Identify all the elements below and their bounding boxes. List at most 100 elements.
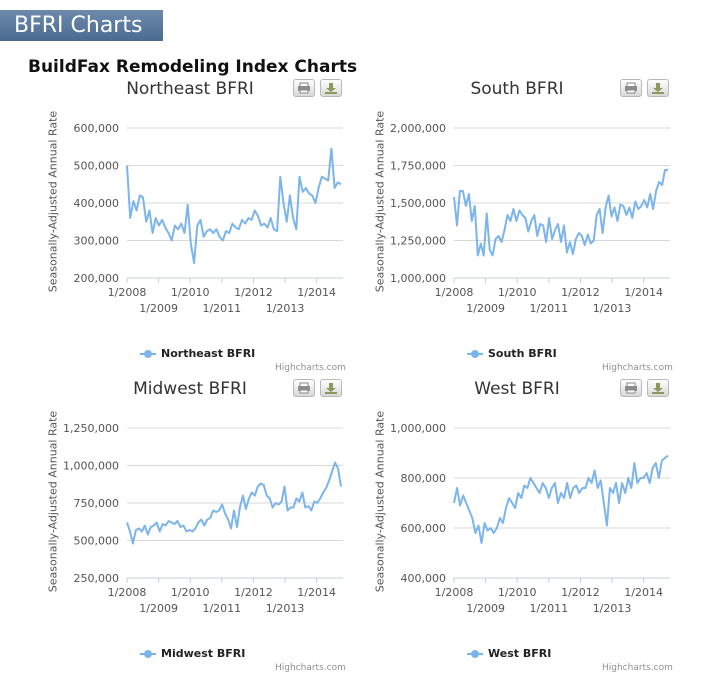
x-tick-label: 1/2012	[561, 586, 600, 599]
x-tick-label: 1/2008	[435, 286, 474, 299]
northeast-bfri-chart: Northeast BFRI 200,000 300,000 400,000 500,0…	[0, 75, 346, 373]
x-tick-label: 1/2014	[297, 286, 336, 299]
y-axis-label: Seasonally-Adjusted Annual Rate	[373, 110, 387, 293]
x-tick-label: 1/2014	[624, 286, 663, 299]
download-icon	[652, 83, 664, 94]
y-tick-label: 400,000	[74, 197, 120, 210]
page-subtitle: BuildFax Remodeling Index Charts	[28, 57, 358, 77]
x-tick-label: 1/2012	[234, 286, 273, 299]
x-tick-label: 1/2008	[435, 586, 474, 599]
print-chart-button[interactable]	[293, 379, 315, 397]
x-tick-label: 1/2011	[202, 602, 241, 615]
x-tick-label: 1/2010	[171, 286, 210, 299]
x-tick-label: 1/2010	[498, 586, 537, 599]
export-chart-button[interactable]	[320, 379, 342, 397]
y-axis-label: Seasonally-Adjusted Annual Rate	[46, 110, 60, 293]
download-icon	[652, 383, 664, 394]
page-banner: BFRI Charts	[0, 10, 163, 41]
y-tick-label: 250,000	[74, 572, 120, 585]
export-chart-button[interactable]	[647, 79, 669, 97]
x-tick-label: 1/2009	[466, 602, 505, 615]
y-tick-label: 1,750,000	[390, 160, 446, 173]
legend-item[interactable]: Midwest BFRI	[140, 647, 245, 660]
x-tick-label: 1/2013	[266, 302, 305, 315]
export-chart-button[interactable]	[647, 379, 669, 397]
highcharts-credit-link[interactable]: Highcharts.com	[602, 663, 673, 673]
x-tick-label: 1/2013	[593, 602, 632, 615]
y-tick-label: 400,000	[401, 572, 447, 585]
legend-swatch	[140, 649, 156, 659]
legend-label: Northeast BFRI	[161, 347, 256, 360]
print-chart-button[interactable]	[620, 79, 642, 97]
legend-item[interactable]: West BFRI	[467, 647, 551, 660]
midwest-bfri-chart: Midwest BFRI 250,000 500,000 750,000 1,000,0…	[0, 375, 346, 673]
print-icon	[298, 82, 310, 94]
x-tick-label: 1/2011	[202, 302, 241, 315]
chart-title: Midwest BFRI	[133, 379, 247, 399]
y-tick-label: 1,250,000	[63, 422, 119, 435]
highcharts-credit-link[interactable]: Highcharts.com	[275, 363, 346, 373]
print-chart-button[interactable]	[620, 379, 642, 397]
plot-svg: 400,000 600,000 800,000 1,000,000 1/2008 1/20…	[390, 422, 670, 615]
x-tick-label: 1/2012	[561, 286, 600, 299]
legend-swatch	[467, 349, 483, 359]
plot-svg: 200,000 300,000 400,000 500,000 600,000 1/200…	[74, 122, 343, 315]
y-tick-label: 300,000	[74, 235, 120, 248]
x-tick-label: 1/2009	[466, 302, 505, 315]
x-tick-label: 1/2013	[593, 302, 632, 315]
x-tick-label: 1/2010	[171, 586, 210, 599]
plot-svg: 1,000,000 1,250,000 1,500,000 1,750,000 2,00…	[390, 122, 670, 315]
y-tick-label: 1,500,000	[390, 197, 446, 210]
x-tick-label: 1/2012	[234, 586, 273, 599]
legend-item[interactable]: Northeast BFRI	[140, 347, 255, 360]
y-tick-label: 1,000,000	[390, 422, 446, 435]
legend-label: West BFRI	[488, 647, 552, 660]
print-chart-button[interactable]	[293, 79, 315, 97]
y-axis-label: Seasonally-Adjusted Annual Rate	[46, 410, 60, 593]
y-tick-label: 500,000	[74, 160, 120, 173]
y-tick-label: 1,000,000	[63, 460, 119, 473]
export-chart-button[interactable]	[320, 79, 342, 97]
x-tick-label: 1/2010	[498, 286, 537, 299]
south-bfri-chart: South BFRI 1,000,000 1,250,000 1,500,000 1,7…	[327, 75, 673, 373]
y-tick-label: 500,000	[74, 535, 120, 548]
legend-label: South BFRI	[488, 347, 557, 360]
x-tick-label: 1/2009	[139, 602, 178, 615]
print-icon	[625, 382, 637, 394]
y-tick-label: 200,000	[74, 272, 120, 285]
legend-item[interactable]: South BFRI	[467, 347, 557, 360]
y-tick-label: 1,250,000	[390, 235, 446, 248]
print-icon	[298, 382, 310, 394]
chart-title: South BFRI	[470, 79, 564, 99]
series-line-south-bfri[interactable]	[453, 169, 668, 257]
x-tick-label: 1/2013	[266, 602, 305, 615]
highcharts-credit-link[interactable]: Highcharts.com	[602, 363, 673, 373]
x-tick-label: 1/2009	[139, 302, 178, 315]
x-tick-label: 1/2011	[529, 602, 568, 615]
series-line-west-bfri[interactable]	[453, 454, 669, 544]
x-tick-label: 1/2011	[529, 302, 568, 315]
chart-title: West BFRI	[474, 379, 560, 399]
y-tick-label: 750,000	[74, 497, 120, 510]
y-tick-label: 1,000,000	[390, 272, 446, 285]
y-tick-label: 2,000,000	[390, 122, 446, 135]
y-tick-label: 600,000	[74, 122, 120, 135]
x-tick-label: 1/2008	[108, 286, 147, 299]
download-icon	[325, 383, 337, 394]
chart-title: Northeast BFRI	[126, 79, 254, 99]
plot-svg: 250,000 500,000 750,000 1,000,000 1,250,000 1…	[63, 422, 343, 615]
legend-swatch	[467, 649, 483, 659]
legend-swatch	[140, 349, 156, 359]
series-line-midwest-bfri[interactable]	[126, 461, 342, 545]
y-axis-label: Seasonally-Adjusted Annual Rate	[373, 410, 387, 593]
west-bfri-chart: West BFRI 400,000 600,000 800,000 1,000,000 1…	[327, 375, 673, 673]
x-tick-label: 1/2008	[108, 586, 147, 599]
print-icon	[625, 82, 637, 94]
y-tick-label: 600,000	[401, 522, 447, 535]
x-tick-label: 1/2014	[624, 586, 663, 599]
y-tick-label: 800,000	[401, 472, 447, 485]
x-tick-label: 1/2014	[297, 586, 336, 599]
series-line-northeast-bfri[interactable]	[126, 147, 342, 264]
legend-label: Midwest BFRI	[161, 647, 246, 660]
download-icon	[325, 83, 337, 94]
